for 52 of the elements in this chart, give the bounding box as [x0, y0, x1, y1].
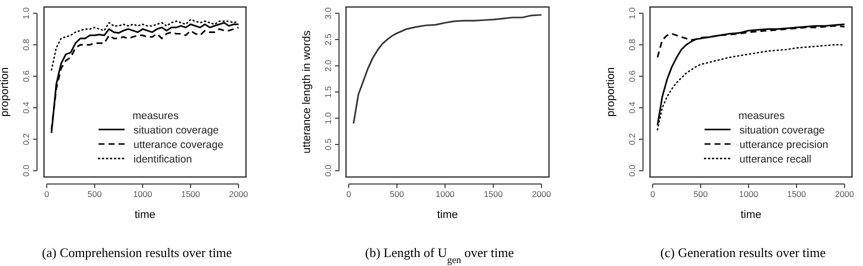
y-tick-label: 2.5 — [323, 33, 333, 46]
x-tick-label: 500 — [390, 189, 404, 199]
x-tick-label: 0 — [650, 189, 656, 199]
x-tick-label: 1000 — [739, 189, 758, 199]
legend-label: utterance coverage — [134, 139, 224, 151]
y-tick-label: 0.0 — [21, 164, 31, 177]
x-tick-label: 2000 — [229, 189, 248, 199]
y-tick-label: 0.2 — [627, 133, 637, 146]
y-tick-label: 1.0 — [323, 112, 333, 124]
y-tick-label: 1.5 — [323, 86, 333, 98]
x-tick-label: 2000 — [532, 189, 552, 199]
y-tick-label: 0.6 — [627, 70, 637, 82]
text: (a) Comprehension results over time — [42, 245, 232, 260]
x-tick-label: 1500 — [484, 189, 504, 199]
y-tick-label: 3.0 — [323, 7, 333, 20]
y-tick-label: 0.8 — [627, 38, 637, 51]
legend-label: situation coverage — [740, 124, 825, 136]
y-tick-label: 1.0 — [627, 7, 637, 20]
x-tick-label: 1500 — [181, 189, 200, 199]
x-tick-label: 2000 — [835, 189, 854, 199]
y-axis-title: utterance length in words — [301, 30, 313, 154]
y-tick-label: 0.2 — [21, 133, 31, 146]
x-axis-title: time — [437, 209, 458, 221]
y-tick-label: 0.8 — [21, 38, 31, 51]
line-series — [352, 14, 542, 124]
legend-title: measures — [132, 110, 179, 122]
y-tick-label: 0.6 — [21, 70, 31, 82]
legend-label: utterance recall — [740, 154, 812, 166]
x-tick-label: 0 — [44, 189, 50, 199]
legend-label: utterance precision — [740, 139, 828, 151]
x-tick-label: 1000 — [436, 189, 455, 199]
y-axis-title: proportion — [605, 67, 617, 117]
x-axis-title: time — [134, 209, 156, 221]
text: (b) Length of U$_{gen}$ over time — [365, 245, 514, 266]
x-tick-label: 1500 — [787, 189, 806, 199]
y-axis-title: proportion — [0, 67, 11, 117]
x-tick-label: 0 — [346, 189, 352, 199]
y-tick-label: 0.4 — [627, 102, 637, 114]
x-tick-label: 500 — [694, 189, 708, 199]
x-tick-label: 500 — [88, 189, 102, 199]
y-tick-label: 0.5 — [323, 138, 333, 150]
x-axis-title: time — [740, 209, 762, 221]
x-tick-label: 1000 — [133, 189, 152, 199]
text: (c) Generation results over time — [660, 245, 826, 260]
legend-label: situation coverage — [134, 124, 219, 136]
y-tick-label: 1.0 — [21, 7, 31, 20]
y-tick-label: 0.4 — [21, 102, 31, 114]
legend-label: identification — [134, 154, 192, 166]
legend-title: measures — [738, 110, 785, 122]
y-tick-label: 0.0 — [627, 164, 637, 177]
y-tick-label: 2.0 — [323, 60, 333, 72]
y-tick-label: 0.0 — [323, 164, 333, 177]
